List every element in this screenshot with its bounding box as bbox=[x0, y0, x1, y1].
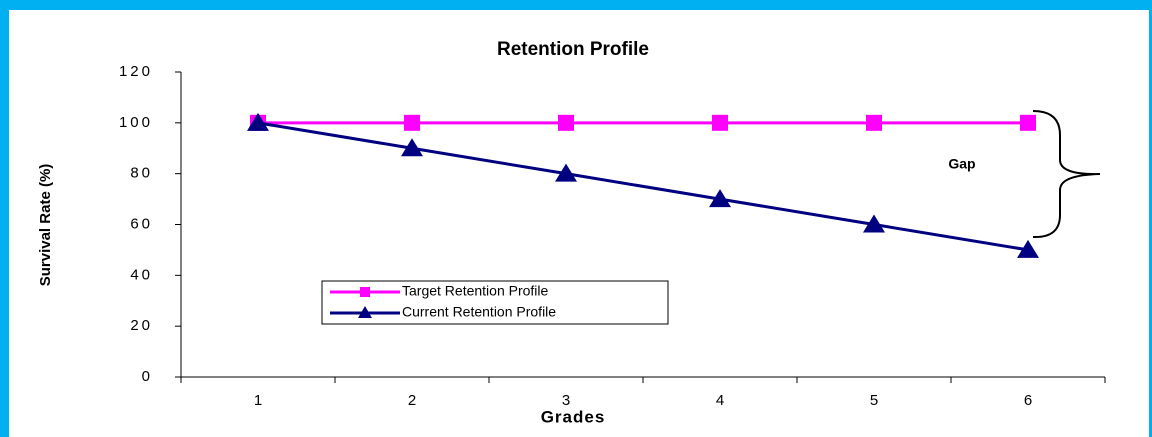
marker bbox=[247, 112, 269, 131]
x-tick-label: 2 bbox=[408, 392, 416, 409]
y-tick-label: 100 bbox=[119, 114, 153, 131]
chart-title: Retention Profile bbox=[497, 39, 649, 60]
annotation: Gap bbox=[948, 156, 975, 172]
legend-label: Current Retention Profile bbox=[402, 304, 556, 320]
marker bbox=[558, 114, 574, 131]
marker bbox=[401, 138, 423, 157]
marker bbox=[712, 114, 728, 131]
y-tick-label: 20 bbox=[130, 317, 153, 334]
y-tick-label: 60 bbox=[130, 215, 153, 232]
marker bbox=[709, 189, 731, 208]
x-tick-label: 4 bbox=[716, 392, 724, 409]
marker bbox=[555, 163, 577, 182]
y-tick-label: 120 bbox=[119, 63, 153, 80]
y-tick-label: 40 bbox=[130, 266, 153, 283]
marker bbox=[1020, 114, 1036, 131]
x-tick-label: 5 bbox=[870, 392, 878, 409]
legend-label: Target Retention Profile bbox=[402, 283, 549, 299]
x-tick-label: 1 bbox=[254, 392, 262, 409]
marker bbox=[866, 114, 882, 131]
x-tick-label: 6 bbox=[1024, 392, 1032, 409]
legend-marker bbox=[358, 306, 372, 318]
chart-area bbox=[9, 10, 1149, 437]
legend-marker bbox=[360, 287, 370, 297]
y-tick-label: 80 bbox=[130, 165, 153, 182]
marker bbox=[1017, 239, 1039, 258]
legend bbox=[321, 280, 669, 325]
x-axis-label: Grades bbox=[541, 407, 606, 426]
marker bbox=[863, 214, 885, 233]
y-tick-label: 0 bbox=[142, 368, 153, 385]
series-line bbox=[257, 121, 1029, 252]
gap-brace bbox=[1032, 110, 1101, 239]
x-tick-label: 3 bbox=[562, 392, 570, 409]
y-axis-label: Survival Rate (%) bbox=[37, 164, 54, 287]
marker bbox=[404, 114, 420, 131]
